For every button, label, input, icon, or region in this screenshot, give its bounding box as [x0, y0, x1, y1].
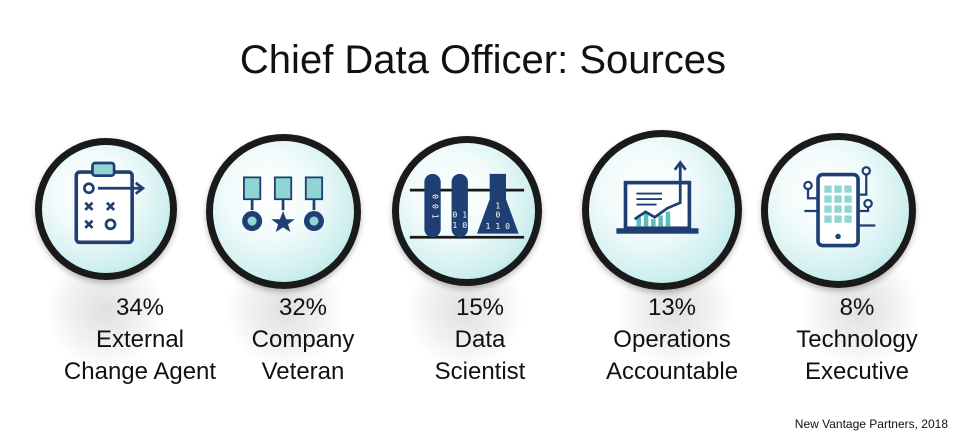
- clipboard-strategy-icon: [35, 138, 177, 280]
- test-tubes-binary-icon: 0 0 1 0 1 1 0 1 0 1 1 0: [392, 136, 542, 286]
- item-name-line1: Technology: [796, 326, 918, 353]
- item-name-line1: Data: [454, 326, 506, 353]
- percent-value: 32%: [278, 294, 328, 321]
- tube-digits: 1 0: [452, 220, 467, 230]
- tube-digits: 1: [495, 200, 500, 210]
- item-label: 15% Data Scientist: [395, 292, 565, 388]
- item-name-line2: Change Agent: [63, 358, 217, 385]
- item-label: 8% Technology Executive: [767, 292, 947, 388]
- tube-digits: 1 1 0: [486, 221, 511, 231]
- item-label: 13% Operations Accountable: [582, 292, 762, 388]
- percent-value: 8%: [839, 294, 875, 321]
- laptop-chart-icon: [582, 130, 742, 290]
- item-name-line2: Scientist: [434, 358, 526, 385]
- item-name-line1: External: [95, 326, 185, 353]
- tube-digits: 0 0 1: [431, 194, 441, 219]
- tube-digits: 0: [495, 209, 500, 219]
- percent-value: 13%: [647, 294, 697, 321]
- tube-digits: 0 1: [452, 209, 467, 219]
- item-label: 34% External Change Agent: [50, 292, 230, 388]
- percent-value: 34%: [115, 294, 165, 321]
- item-name-line2: Accountable: [605, 358, 739, 385]
- source-citation: New Vantage Partners, 2018: [794, 417, 948, 431]
- medals-icon: [206, 134, 361, 289]
- item-name-line2: Executive: [804, 358, 910, 385]
- item-name-line2: Veteran: [261, 358, 345, 385]
- item-name-line1: Operations: [613, 326, 731, 353]
- item-name-line1: Company: [251, 326, 355, 353]
- tablet-circuit-icon: [761, 133, 916, 288]
- page-title: Chief Data Officer: Sources: [239, 38, 727, 82]
- percent-value: 15%: [455, 294, 505, 321]
- item-label: 32% Company Veteran: [213, 292, 393, 388]
